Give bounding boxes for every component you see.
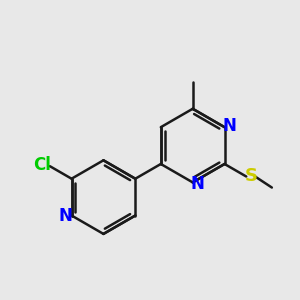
Text: Cl: Cl <box>34 156 52 174</box>
Text: N: N <box>222 117 236 135</box>
Text: S: S <box>245 167 258 185</box>
Text: N: N <box>59 206 73 224</box>
Text: N: N <box>190 175 204 193</box>
